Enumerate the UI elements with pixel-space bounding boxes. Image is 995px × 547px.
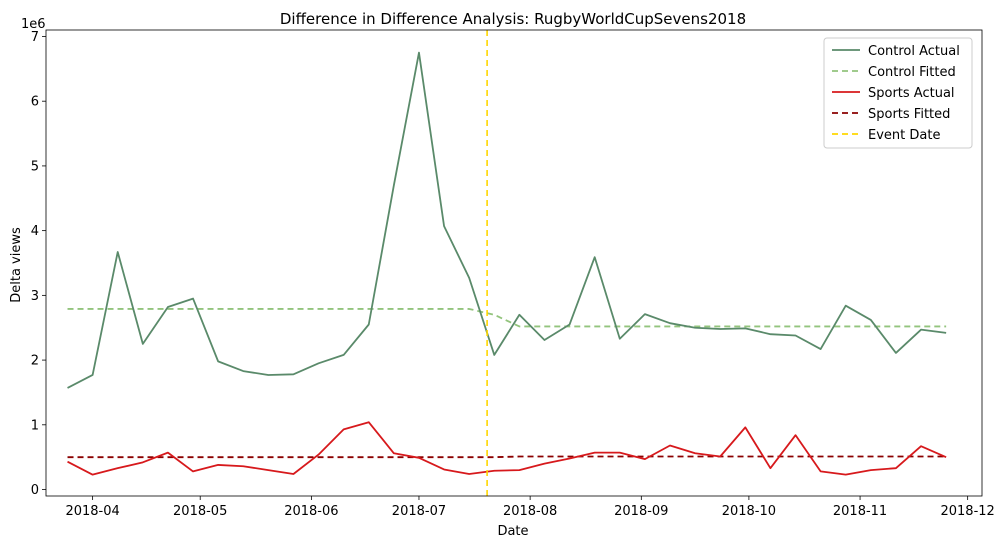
y-tick-label: 3 [31,289,39,304]
x-tick-label: 2018-06 [284,504,338,519]
x-tick-label: 2018-04 [65,504,119,519]
data-lines [67,51,947,476]
legend-label-control-fitted: Control Fitted [868,65,956,80]
y-axis: 0 1 2 3 4 5 6 7 [31,30,46,498]
x-axis-label: Date [497,524,528,539]
series-line-control-fitted [67,308,947,328]
chart-title: Difference in Difference Analysis: Rugby… [280,10,746,28]
x-tick-label: 2018-11 [833,504,887,519]
x-axis: 2018-04 2018-05 2018-06 2018-07 2018-08 2018-… [65,496,995,519]
x-tick-label: 2018-10 [722,504,776,519]
x-tick-label: 2018-09 [614,504,668,519]
y-tick-label: 5 [31,159,39,174]
y-tick-label: 7 [31,30,39,45]
legend-label-event-date: Event Date [868,128,940,143]
x-tick-label: 2018-07 [392,504,446,519]
y-tick-label: 4 [31,224,39,239]
series-line-sports-actual [67,421,947,476]
legend-label-sports-actual: Sports Actual [868,86,955,101]
legend-label-control-actual: Control Actual [868,44,960,59]
x-tick-label: 2018-08 [503,504,557,519]
x-tick-label: 2018-05 [173,504,227,519]
legend: Control Actual Control Fitted Sports Act… [823,37,973,149]
plot-frame [45,29,983,497]
series-line-control-actual [67,51,947,389]
y-tick-label: 2 [31,354,39,369]
legend-box [823,37,973,149]
legend-label-sports-fitted: Sports Fitted [868,107,950,122]
y-offset-label: 1e6 [21,17,46,32]
series-line-sports-fitted [67,455,947,459]
y-tick-label: 0 [31,483,39,498]
x-tick-label: 2018-12 [940,504,994,519]
y-axis-label: Delta views [9,227,24,303]
y-tick-label: 6 [31,95,39,110]
y-tick-label: 1 [31,418,39,433]
